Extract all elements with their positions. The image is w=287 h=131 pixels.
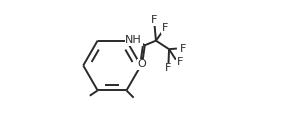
Text: NH: NH	[125, 35, 142, 45]
Text: F: F	[180, 43, 186, 54]
Text: F: F	[165, 63, 172, 73]
Text: O: O	[137, 59, 146, 69]
Text: F: F	[177, 57, 183, 67]
Text: F: F	[151, 15, 158, 25]
Text: F: F	[162, 23, 168, 33]
